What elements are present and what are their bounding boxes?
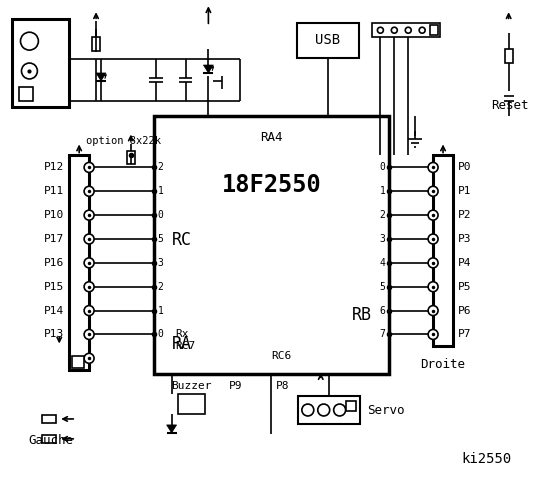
Text: P11: P11 xyxy=(44,186,64,196)
Bar xyxy=(72,356,84,368)
Text: P17: P17 xyxy=(44,234,64,244)
Circle shape xyxy=(419,27,425,33)
Circle shape xyxy=(84,210,94,220)
Circle shape xyxy=(428,329,438,339)
Text: P6: P6 xyxy=(458,306,472,315)
Circle shape xyxy=(428,234,438,244)
Text: 3: 3 xyxy=(158,258,164,268)
Circle shape xyxy=(84,353,94,363)
Circle shape xyxy=(377,27,383,33)
Bar xyxy=(43,435,56,443)
Circle shape xyxy=(22,63,38,79)
Circle shape xyxy=(84,234,94,244)
Circle shape xyxy=(428,258,438,268)
Text: P2: P2 xyxy=(458,210,472,220)
Text: P1: P1 xyxy=(458,186,472,196)
Circle shape xyxy=(428,306,438,315)
Bar xyxy=(69,156,89,370)
Text: 18F2550: 18F2550 xyxy=(222,173,321,197)
Circle shape xyxy=(428,162,438,172)
Text: ki2550: ki2550 xyxy=(461,452,511,466)
Text: P13: P13 xyxy=(44,329,64,339)
Bar xyxy=(92,37,100,51)
Bar xyxy=(430,25,438,35)
Text: RC7: RC7 xyxy=(176,341,196,351)
Circle shape xyxy=(20,32,38,50)
Text: Droite: Droite xyxy=(420,358,466,371)
Text: RA4: RA4 xyxy=(260,131,283,144)
Bar xyxy=(127,151,135,165)
Text: 2: 2 xyxy=(158,282,164,292)
Text: P7: P7 xyxy=(458,329,472,339)
Text: 7: 7 xyxy=(379,329,385,339)
Text: P8: P8 xyxy=(276,381,290,391)
Bar xyxy=(43,415,56,423)
Text: 5: 5 xyxy=(158,234,164,244)
Circle shape xyxy=(84,186,94,196)
Text: RA: RA xyxy=(171,336,191,353)
Text: 5: 5 xyxy=(379,282,385,292)
Text: P3: P3 xyxy=(458,234,472,244)
Circle shape xyxy=(405,27,411,33)
Circle shape xyxy=(84,162,94,172)
Text: 4: 4 xyxy=(379,258,385,268)
Text: 6: 6 xyxy=(379,306,385,315)
Text: USB: USB xyxy=(315,33,340,47)
Polygon shape xyxy=(96,73,106,81)
Circle shape xyxy=(84,258,94,268)
Circle shape xyxy=(333,404,346,416)
Circle shape xyxy=(428,186,438,196)
Circle shape xyxy=(428,282,438,292)
Text: Buzzer: Buzzer xyxy=(171,381,212,391)
Bar xyxy=(298,396,359,424)
Circle shape xyxy=(392,27,397,33)
Text: P5: P5 xyxy=(458,282,472,292)
Text: Reset: Reset xyxy=(491,99,528,112)
Text: 3: 3 xyxy=(379,234,385,244)
Text: RB: RB xyxy=(352,306,372,324)
Text: P10: P10 xyxy=(44,210,64,220)
Bar xyxy=(178,394,205,414)
Circle shape xyxy=(318,404,330,416)
Polygon shape xyxy=(166,425,176,433)
Bar xyxy=(12,19,69,107)
Text: P0: P0 xyxy=(458,162,472,172)
Text: RC: RC xyxy=(171,231,191,249)
Text: P14: P14 xyxy=(44,306,64,315)
Bar xyxy=(154,116,389,374)
Circle shape xyxy=(84,282,94,292)
Text: RC6: RC6 xyxy=(271,351,291,361)
Bar xyxy=(19,87,33,101)
Text: P15: P15 xyxy=(44,282,64,292)
Text: 2: 2 xyxy=(158,162,164,172)
Text: 0: 0 xyxy=(158,329,164,339)
Text: 1: 1 xyxy=(158,306,164,315)
Bar xyxy=(297,23,358,58)
Text: Servo: Servo xyxy=(368,404,405,417)
Text: 1: 1 xyxy=(158,186,164,196)
Text: 0: 0 xyxy=(158,210,164,220)
Text: P12: P12 xyxy=(44,162,64,172)
Polygon shape xyxy=(204,65,213,73)
Text: 0: 0 xyxy=(379,162,385,172)
Text: P4: P4 xyxy=(458,258,472,268)
Text: 2: 2 xyxy=(379,210,385,220)
Bar xyxy=(433,156,453,347)
Circle shape xyxy=(428,210,438,220)
Bar xyxy=(505,49,513,63)
Text: 1: 1 xyxy=(379,186,385,196)
Bar xyxy=(372,23,440,37)
Circle shape xyxy=(302,404,314,416)
Text: P9: P9 xyxy=(228,381,242,391)
Bar xyxy=(346,401,356,411)
Text: Gauche: Gauche xyxy=(29,434,74,447)
Text: P16: P16 xyxy=(44,258,64,268)
Circle shape xyxy=(84,329,94,339)
Text: Rx: Rx xyxy=(176,329,189,339)
Text: option 8x22k: option 8x22k xyxy=(86,135,161,145)
Circle shape xyxy=(84,306,94,315)
